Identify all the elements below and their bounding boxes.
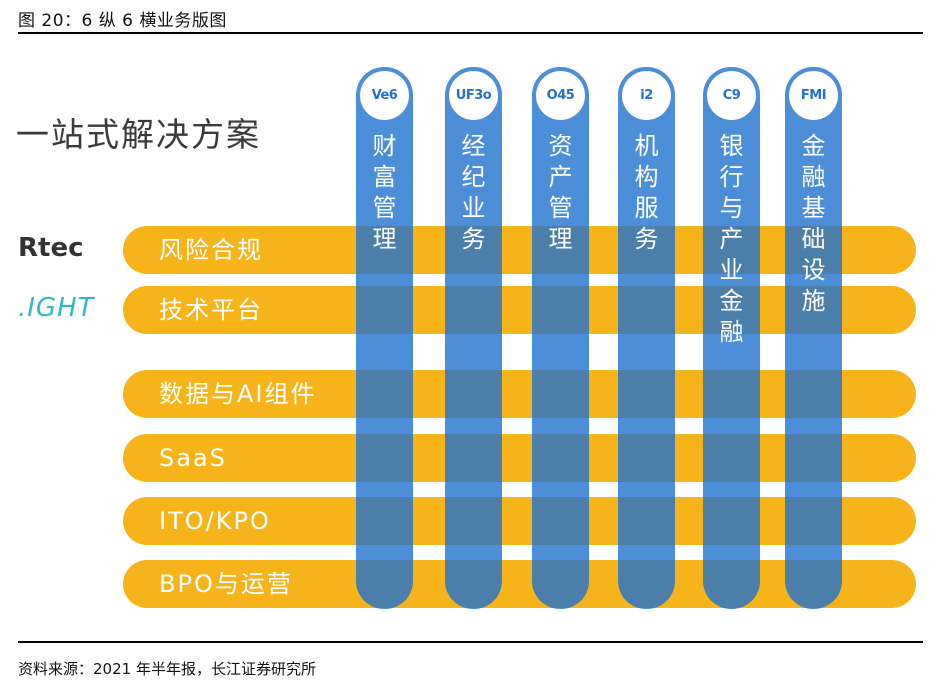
row-bar-tech-platform: 技术平台: [123, 286, 916, 334]
top-divider: [18, 32, 923, 34]
column-label: 经纪业务: [461, 132, 486, 253]
row-label: SaaS: [159, 444, 227, 472]
i2-logo-icon: i2: [622, 71, 671, 120]
figure-caption: 图 20：6 纵 6 横业务版图: [18, 11, 227, 31]
column-label: 机构服务: [634, 132, 659, 253]
column-institutional-services: i2 机构服务: [618, 67, 675, 609]
c9-logo-icon: C9: [707, 71, 756, 120]
row-bar-saas: SaaS: [123, 434, 916, 482]
uf3o-logo-icon: UF3o: [449, 71, 498, 120]
o45-logo-icon: O45: [536, 71, 585, 120]
column-label: 银行与产业金融: [719, 132, 744, 346]
column-banking-industry-finance: C9 银行与产业金融: [703, 67, 760, 609]
column-brokerage: UF3o 经纪业务: [445, 67, 502, 609]
row-bar-risk-compliance: 风险合规: [123, 226, 916, 274]
column-label: 财富管理: [372, 132, 397, 253]
column-asset-management: O45 资产管理: [532, 67, 589, 609]
column-label: 金融基础设施: [801, 132, 826, 315]
column-financial-infrastructure: FMI 金融基础设施: [785, 67, 842, 609]
row-bar-data-ai: 数据与AI组件: [123, 370, 916, 418]
column-label: 资产管理: [548, 132, 573, 253]
brand-light-logo: .IGHT: [18, 293, 95, 323]
ve6-logo-icon: Ve6: [360, 71, 409, 120]
headline: 一站式解决方案: [16, 115, 261, 154]
row-label: 风险合规: [159, 236, 263, 264]
row-bar-ito-kpo: ITO/KPO: [123, 497, 916, 545]
row-label: 技术平台: [159, 296, 263, 324]
row-bar-bpo: BPO与运营: [123, 560, 916, 608]
column-wealth-management: Ve6 财富管理: [356, 67, 413, 609]
row-label: 数据与AI组件: [159, 380, 317, 408]
row-label: ITO/KPO: [159, 507, 271, 535]
brand-rtec-logo: Rtec: [18, 233, 84, 263]
bottom-divider: [18, 641, 923, 643]
row-label: BPO与运营: [159, 570, 293, 598]
fmi-logo-icon: FMI: [789, 71, 838, 120]
source-note: 资料来源：2021 年半年报，长江证券研究所: [18, 660, 316, 678]
